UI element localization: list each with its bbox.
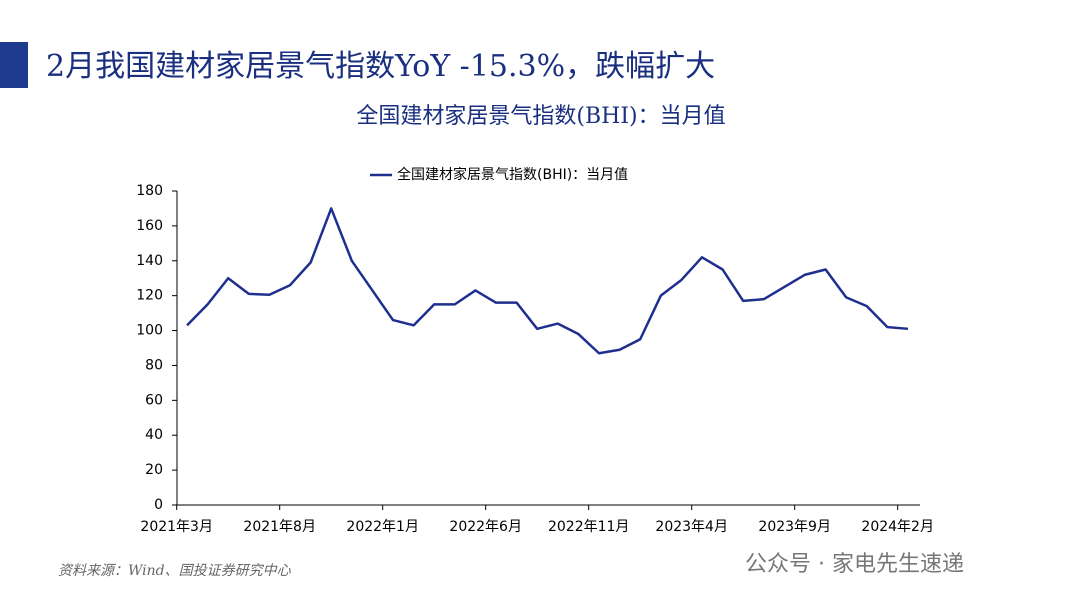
page-title: 2月我国建材家居景气指数YoY -15.3%，跌幅扩大: [46, 49, 715, 84]
x-tick-label: 2021年3月: [140, 519, 213, 535]
y-tick-label: 140: [136, 253, 163, 269]
x-tick-label: 2022年6月: [449, 519, 522, 535]
y-tick-label: 160: [136, 218, 163, 234]
y-tick-label: 0: [154, 497, 163, 513]
legend-label: 全国建材家居景气指数(BHI)：当月值: [397, 166, 628, 183]
x-tick-label: 2022年1月: [346, 519, 419, 535]
y-tick-label: 60: [145, 392, 163, 408]
x-tick-label: 2024年2月: [861, 519, 934, 535]
y-tick-label: 100: [136, 323, 163, 339]
x-tick-label: 2023年9月: [758, 519, 831, 535]
y-tick-label: 80: [145, 357, 163, 373]
y-tick-label: 20: [145, 462, 163, 478]
source: 资料来源：Wind、国投证券研究中心: [58, 563, 292, 579]
x-tick-label: 2022年11月: [548, 519, 629, 535]
y-tick-label: 40: [145, 427, 163, 443]
y-tick-label: 120: [136, 288, 163, 304]
title-bar: [0, 42, 28, 88]
plot: 0 20 40 60 80 100 120 140 160 180 2021年3月 2021年8月 20…: [136, 166, 934, 535]
line-series: [186, 207, 909, 355]
x-tick-label: 2023年4月: [655, 519, 728, 535]
chart-title: 全国建材家居景气指数(BHI)：当月值: [356, 104, 725, 129]
x-tick-label: 2021年8月: [243, 519, 316, 535]
watermark: 公众号 · 家电先生速递: [745, 552, 964, 577]
y-tick-label: 180: [136, 183, 163, 199]
